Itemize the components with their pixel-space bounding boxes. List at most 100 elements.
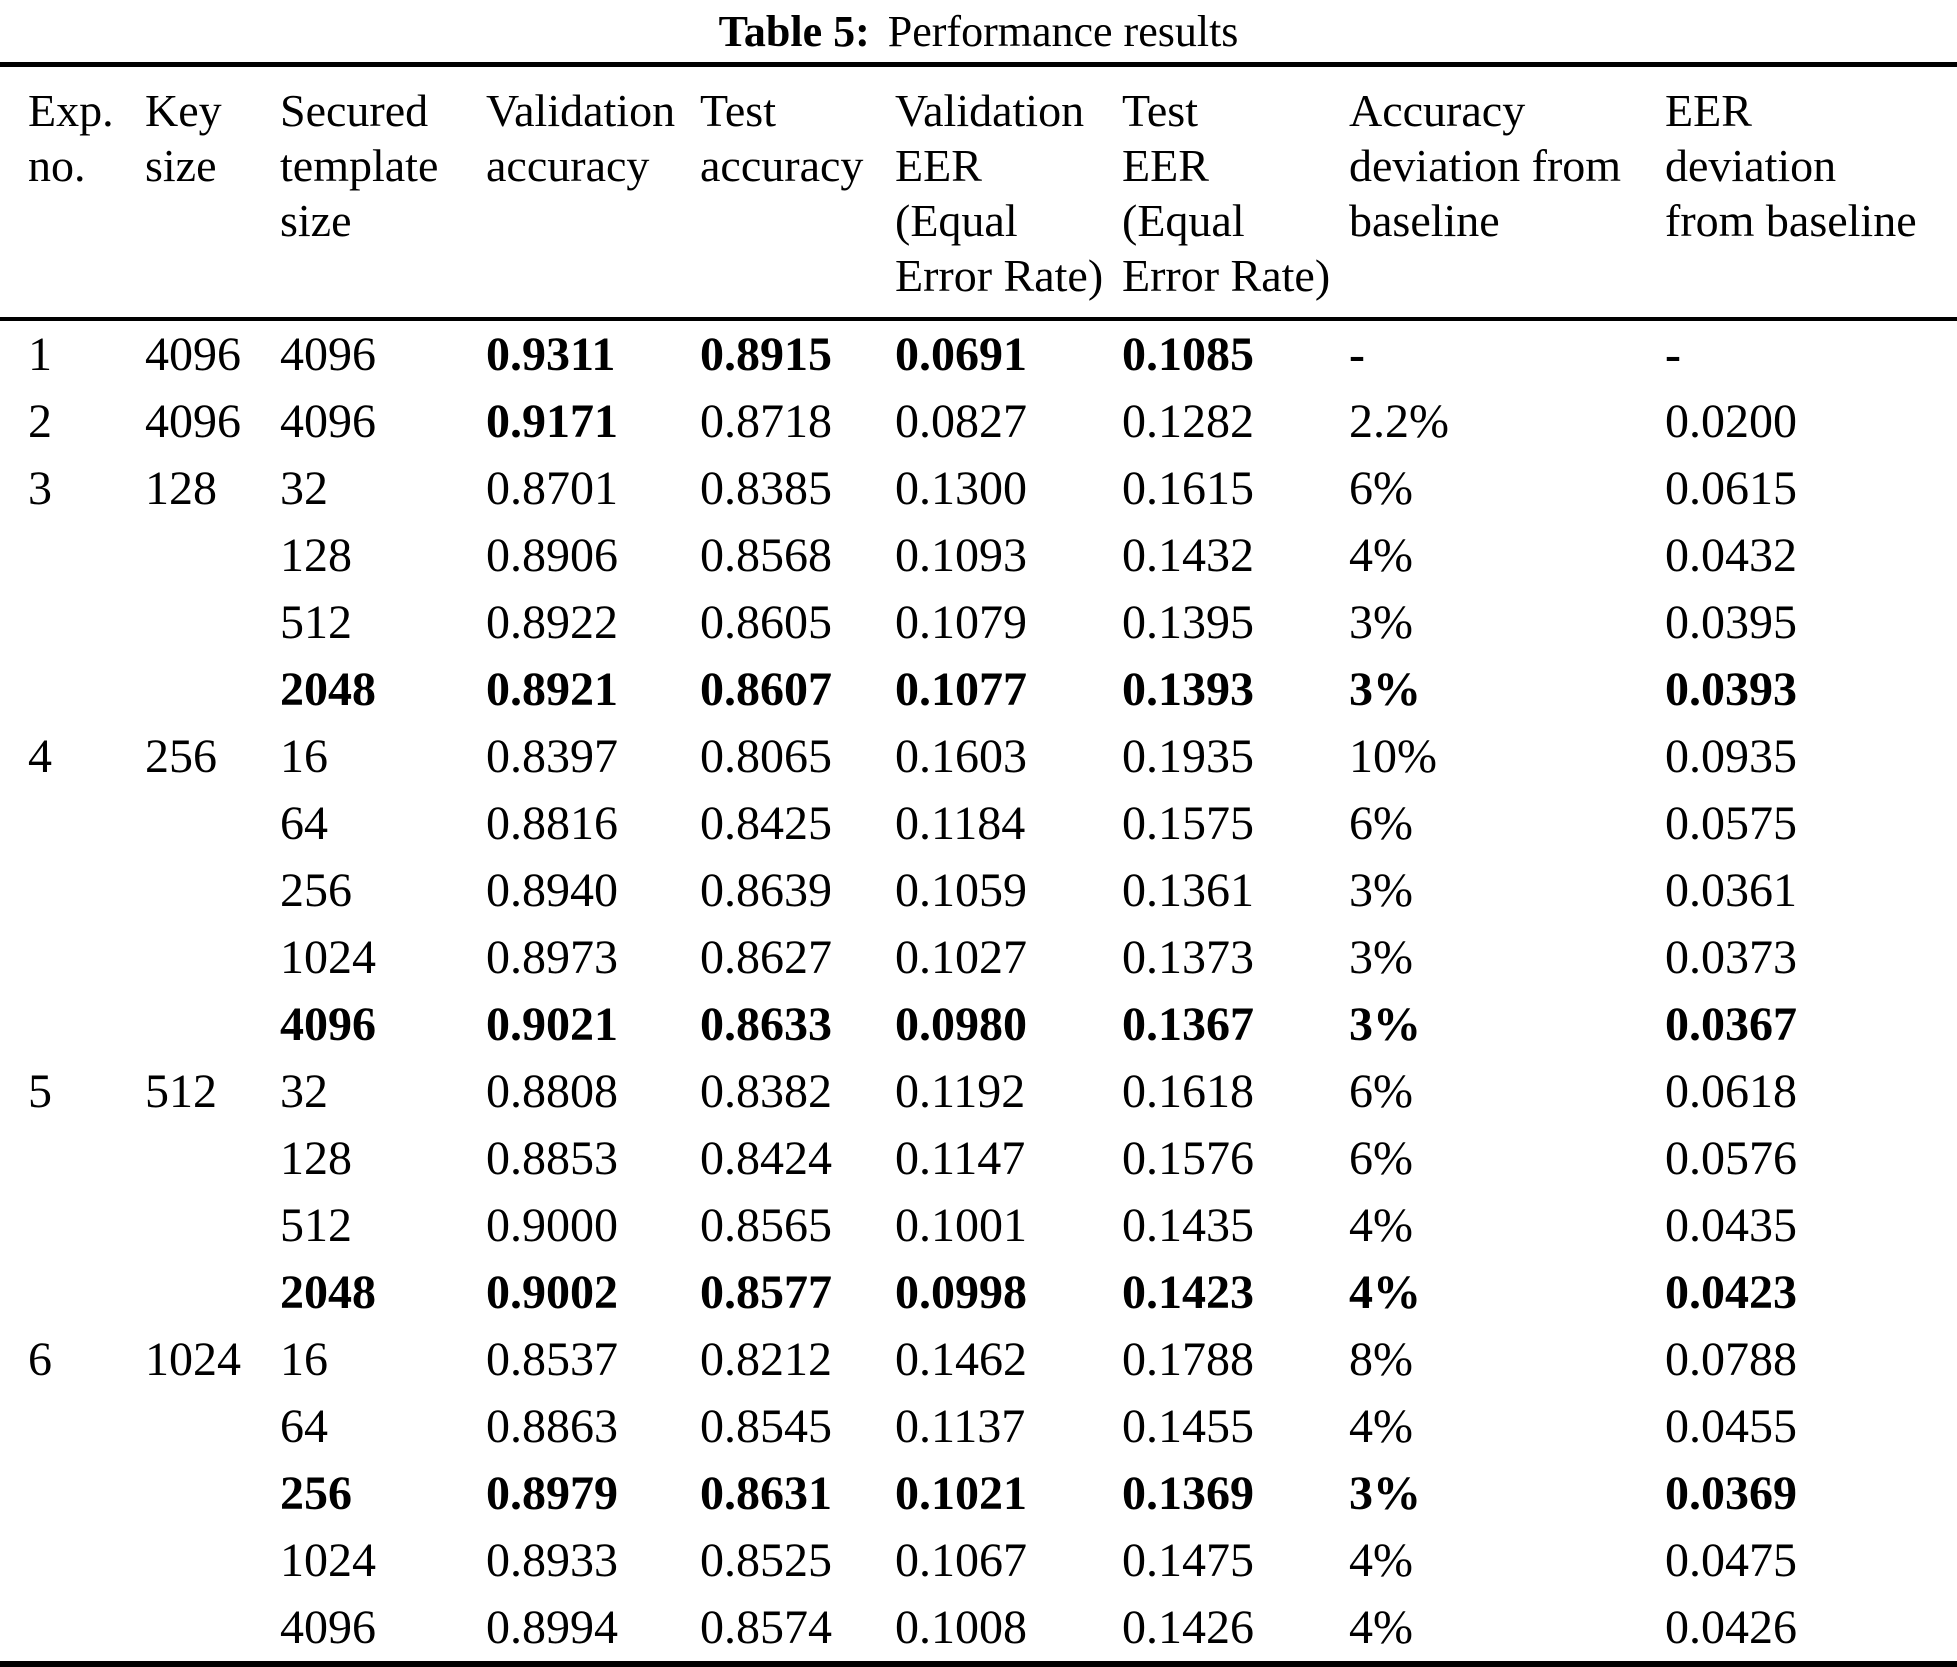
cell-accuracy-deviation-from-baseline: 6%: [1349, 1065, 1413, 1118]
cell-test-eer: 0.1423: [1122, 1266, 1254, 1319]
column-header-line: Exp.: [28, 85, 114, 136]
column-header-line: EER: [895, 140, 982, 191]
cell-test-accuracy: 0.8385: [700, 462, 832, 515]
table-row: 64 0.8863 0.8545 0.1137 0.1455 4% 0.0455: [0, 1393, 1957, 1460]
column-header-line: deviation from: [1349, 140, 1622, 191]
cell-key-size: [145, 1594, 280, 1664]
cell-validation-eer: 0.1027: [895, 931, 1027, 984]
cell-secured-template-size: 64: [280, 797, 328, 850]
cell-validation-eer: 0.0980: [895, 998, 1027, 1051]
cell-validation-accuracy: 0.8922: [486, 596, 618, 649]
cell-validation-accuracy: 0.8397: [486, 730, 618, 783]
cell-test-eer: 0.1575: [1122, 797, 1254, 850]
cell-validation-accuracy: 0.9311: [486, 328, 616, 381]
cell-secured-template-size: 2048: [280, 663, 376, 716]
column-header-line: deviation: [1665, 140, 1837, 191]
column-header-secured-template-size: Secured template size: [280, 65, 486, 320]
cell-exp-no: [0, 589, 145, 656]
column-header-exp-no: Exp. no.: [0, 65, 145, 320]
cell-secured-template-size: 128: [280, 529, 352, 582]
column-header-line: Error Rate): [1122, 250, 1331, 301]
cell-test-eer: 0.1576: [1122, 1132, 1254, 1185]
cell-validation-accuracy: 0.8537: [486, 1333, 618, 1386]
cell-accuracy-deviation-from-baseline: 8%: [1349, 1333, 1413, 1386]
table-row: 128 0.8853 0.8424 0.1147 0.1576 6% 0.0576: [0, 1125, 1957, 1192]
column-header-line: size: [280, 195, 352, 246]
cell-test-eer: 0.1367: [1122, 998, 1254, 1051]
table-row: 3 128 32 0.8701 0.8385 0.1300 0.1615 6% 0.0615: [0, 455, 1957, 522]
cell-test-eer: 0.1426: [1122, 1601, 1254, 1654]
column-header-line: baseline: [1349, 195, 1500, 246]
cell-validation-eer: 0.1300: [895, 462, 1027, 515]
cell-secured-template-size: 512: [280, 1199, 352, 1252]
column-header-line: Validation: [486, 85, 676, 136]
cell-key-size: [145, 522, 280, 589]
cell-test-accuracy: 0.8627: [700, 931, 832, 984]
cell-secured-template-size: 4096: [280, 395, 376, 448]
column-header-line: Test: [1122, 85, 1198, 136]
cell-test-accuracy: 0.8212: [700, 1333, 832, 1386]
cell-eer-deviation-from-baseline: -: [1665, 328, 1681, 381]
column-header-line: EER: [1665, 85, 1752, 136]
column-header-line: from baseline: [1665, 195, 1917, 246]
cell-validation-accuracy: 0.8863: [486, 1400, 618, 1453]
cell-test-eer: 0.1361: [1122, 864, 1254, 917]
cell-test-accuracy: 0.8605: [700, 596, 832, 649]
cell-validation-accuracy: 0.8973: [486, 931, 618, 984]
column-header-line: accuracy: [486, 140, 650, 191]
cell-accuracy-deviation-from-baseline: 6%: [1349, 1132, 1413, 1185]
cell-accuracy-deviation-from-baseline: 4%: [1349, 1601, 1413, 1654]
cell-test-accuracy: 0.8568: [700, 529, 832, 582]
cell-validation-eer: 0.1137: [895, 1400, 1026, 1453]
cell-exp-no: 5: [28, 1065, 52, 1118]
cell-eer-deviation-from-baseline: 0.0367: [1665, 998, 1797, 1051]
table-row: 6 1024 16 0.8537 0.8212 0.1462 0.1788 8% 0.0788: [0, 1326, 1957, 1393]
cell-eer-deviation-from-baseline: 0.0455: [1665, 1400, 1797, 1453]
cell-validation-eer: 0.0998: [895, 1266, 1027, 1319]
cell-test-eer: 0.1373: [1122, 931, 1254, 984]
cell-key-size: [145, 1192, 280, 1259]
cell-test-accuracy: 0.8545: [700, 1400, 832, 1453]
cell-test-eer: 0.1369: [1122, 1467, 1254, 1520]
cell-test-accuracy: 0.8718: [700, 395, 832, 448]
cell-secured-template-size: 4096: [280, 998, 376, 1051]
cell-test-accuracy: 0.8425: [700, 797, 832, 850]
cell-test-accuracy: 0.8915: [700, 328, 832, 381]
cell-exp-no: [0, 656, 145, 723]
cell-test-accuracy: 0.8607: [700, 663, 832, 716]
cell-accuracy-deviation-from-baseline: 10%: [1349, 730, 1437, 783]
cell-validation-accuracy: 0.9171: [486, 395, 618, 448]
cell-test-accuracy: 0.8631: [700, 1467, 832, 1520]
cell-exp-no: 6: [28, 1333, 52, 1386]
cell-eer-deviation-from-baseline: 0.0361: [1665, 864, 1797, 917]
cell-eer-deviation-from-baseline: 0.0618: [1665, 1065, 1797, 1118]
column-header-line: Test: [700, 85, 776, 136]
cell-validation-accuracy: 0.8921: [486, 663, 618, 716]
cell-accuracy-deviation-from-baseline: 6%: [1349, 462, 1413, 515]
cell-key-size: 4096: [145, 395, 241, 448]
table-row: 256 0.8979 0.8631 0.1021 0.1369 3% 0.0369: [0, 1460, 1957, 1527]
cell-validation-accuracy: 0.8940: [486, 864, 618, 917]
cell-validation-accuracy: 0.9000: [486, 1199, 618, 1252]
cell-test-eer: 0.1475: [1122, 1534, 1254, 1587]
column-header-line: EER: [1122, 140, 1209, 191]
cell-exp-no: [0, 1527, 145, 1594]
cell-exp-no: [0, 991, 145, 1058]
cell-validation-eer: 0.1192: [895, 1065, 1026, 1118]
cell-accuracy-deviation-from-baseline: 3%: [1349, 663, 1421, 716]
cell-exp-no: [0, 857, 145, 924]
cell-eer-deviation-from-baseline: 0.0369: [1665, 1467, 1797, 1520]
cell-key-size: 256: [145, 730, 217, 783]
cell-exp-no: 2: [28, 395, 52, 448]
cell-eer-deviation-from-baseline: 0.0200: [1665, 395, 1797, 448]
performance-results-table: Exp. no. Key size Secured template size Validat…: [0, 62, 1957, 1667]
table-row: 1 4096 4096 0.9311 0.8915 0.0691 0.1085 - -: [0, 319, 1957, 388]
cell-secured-template-size: 512: [280, 596, 352, 649]
cell-validation-eer: 0.1021: [895, 1467, 1027, 1520]
cell-secured-template-size: 32: [280, 1065, 328, 1118]
column-header-line: size: [145, 140, 217, 191]
cell-test-eer: 0.1935: [1122, 730, 1254, 783]
cell-key-size: [145, 1259, 280, 1326]
cell-accuracy-deviation-from-baseline: 4%: [1349, 1400, 1413, 1453]
column-header-line: template: [280, 140, 439, 191]
